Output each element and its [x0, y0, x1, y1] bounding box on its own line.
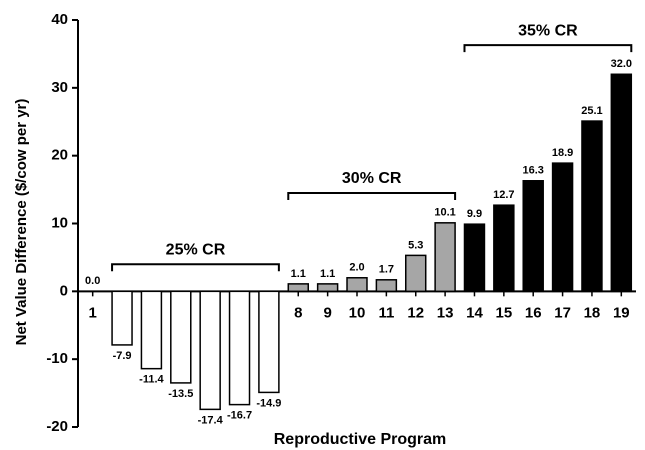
bracket — [287, 191, 457, 200]
y-tick-label: 20 — [51, 147, 68, 164]
bar — [111, 290, 133, 346]
bar — [170, 290, 192, 384]
bar — [287, 283, 309, 293]
y-tick-label: 10 — [51, 214, 68, 231]
y-tick-label: -10 — [46, 350, 68, 367]
value-label: 9.9 — [467, 208, 482, 220]
value-label: 5.3 — [408, 239, 423, 251]
y-axis-label: Net Value Difference ($/cow per yr) — [13, 99, 30, 346]
bar — [258, 290, 280, 394]
value-label: 2.0 — [349, 262, 364, 274]
y-tick-label: 40 — [51, 11, 68, 28]
x-tick-label: 19 — [613, 304, 630, 321]
bar — [228, 290, 251, 406]
x-tick-label: 9 — [323, 304, 331, 321]
x-tick-label: 17 — [554, 304, 571, 321]
value-label: -17.4 — [198, 414, 224, 426]
x-tick-label: 11 — [378, 304, 394, 321]
value-label: 0.0 — [85, 275, 100, 287]
value-label: 12.7 — [493, 189, 514, 201]
bracket — [111, 263, 280, 272]
x-tick-label: 18 — [584, 304, 601, 321]
y-tick-label: 30 — [51, 79, 68, 96]
bar — [434, 222, 456, 293]
bar — [405, 254, 427, 293]
bar — [375, 279, 398, 293]
bar — [610, 73, 633, 293]
value-label: 25.1 — [581, 105, 602, 117]
value-label: -11.4 — [139, 374, 164, 386]
y-tick-label: 0 — [60, 282, 68, 299]
value-label: 32.0 — [611, 58, 632, 70]
value-label: 1.7 — [379, 264, 394, 276]
x-tick-label: 14 — [466, 304, 483, 321]
y-tick-label: -20 — [46, 418, 68, 435]
x-tick-label: 13 — [437, 304, 454, 321]
bracket — [463, 44, 633, 53]
x-tick-label: 10 — [349, 304, 366, 321]
annotation: 30% CR — [342, 170, 402, 187]
value-label: 18.9 — [552, 147, 573, 159]
x-tick-label: 15 — [495, 304, 512, 321]
value-label: 1.1 — [320, 268, 335, 280]
bar — [463, 223, 486, 293]
annotation: 25% CR — [166, 241, 226, 258]
value-label: 10.1 — [434, 207, 455, 219]
value-label: -14.9 — [256, 397, 281, 409]
bar — [346, 277, 368, 293]
x-tick-label: 12 — [407, 304, 424, 321]
value-label: -7.9 — [113, 350, 132, 362]
bar — [199, 290, 221, 411]
bar — [140, 290, 163, 370]
x-tick-label: 1 — [89, 304, 97, 321]
annotation: 35% CR — [518, 22, 578, 39]
bar — [551, 162, 574, 293]
value-label: 1.1 — [291, 268, 306, 280]
value-label: 16.3 — [522, 165, 543, 177]
bar — [493, 204, 515, 293]
bar — [581, 120, 603, 293]
x-tick-label: 8 — [294, 304, 302, 321]
x-tick-label: 16 — [525, 304, 542, 321]
x-axis-label: Reproductive Program — [274, 431, 446, 448]
bar — [522, 180, 544, 293]
bar — [316, 283, 339, 293]
value-label: -13.5 — [168, 388, 193, 400]
value-label: -16.7 — [227, 410, 252, 422]
